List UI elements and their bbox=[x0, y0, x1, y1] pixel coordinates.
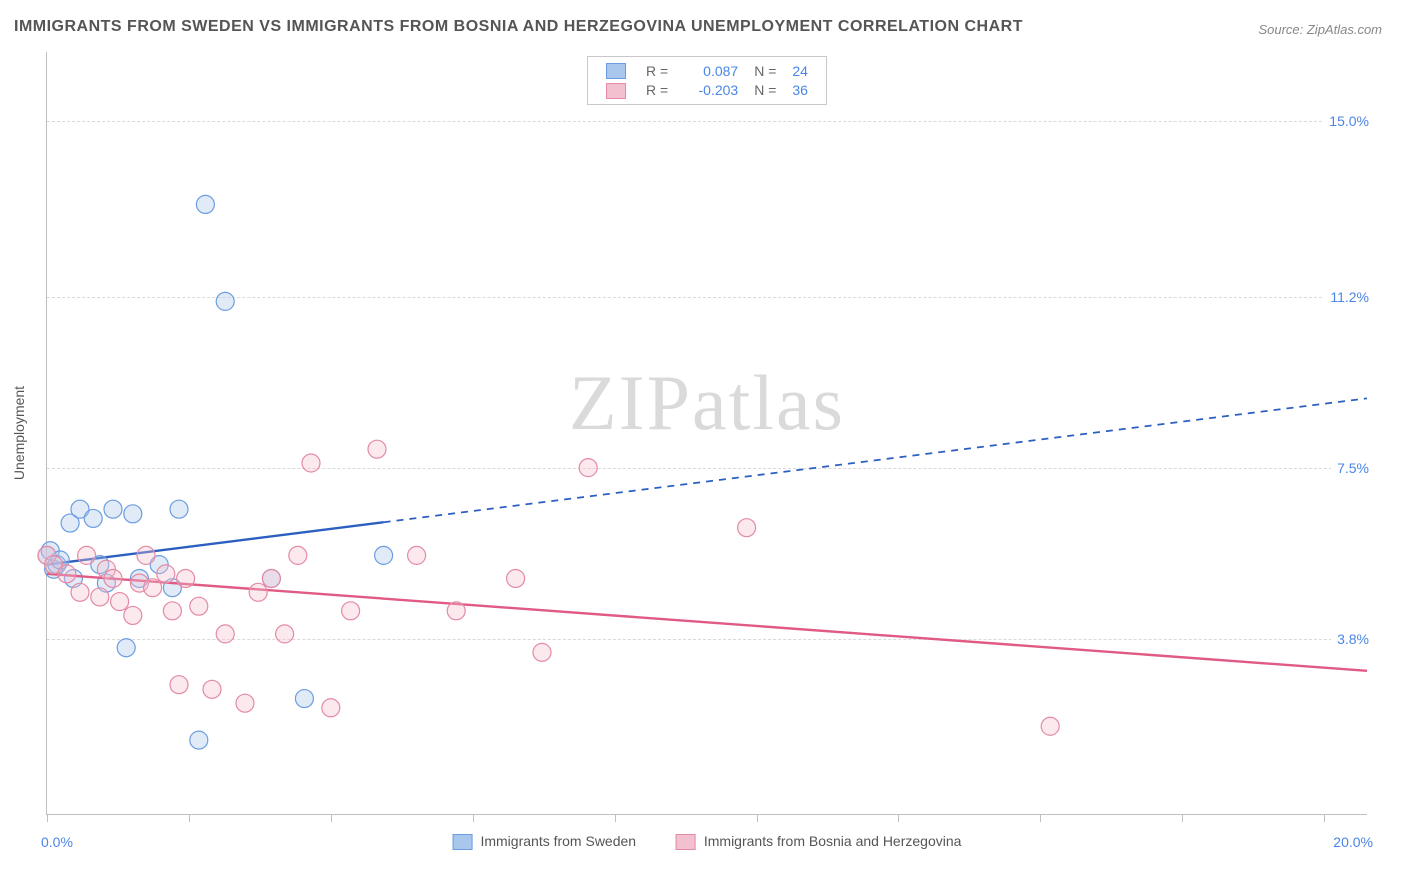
scatter-point bbox=[322, 699, 340, 717]
scatter-point bbox=[104, 500, 122, 518]
scatter-point bbox=[71, 583, 89, 601]
r-label: R = bbox=[638, 61, 676, 80]
scatter-point bbox=[408, 546, 426, 564]
trend-line-solid bbox=[47, 574, 1367, 671]
scatter-point bbox=[170, 676, 188, 694]
plot-area: Unemployment ZIPatlas 3.8%7.5%11.2%15.0%… bbox=[46, 52, 1367, 815]
scatter-point bbox=[216, 292, 234, 310]
legend-item-a: Immigrants from Sweden bbox=[453, 833, 637, 850]
scatter-point bbox=[1041, 717, 1059, 735]
n-label: N = bbox=[746, 80, 784, 99]
r-value-b: -0.203 bbox=[676, 80, 746, 99]
legend-label-b: Immigrants from Bosnia and Herzegovina bbox=[704, 833, 962, 849]
scatter-point bbox=[124, 606, 142, 624]
scatter-point bbox=[196, 195, 214, 213]
legend-row-series-a: R = 0.087 N = 24 bbox=[598, 61, 816, 80]
scatter-point bbox=[190, 597, 208, 615]
trend-line-dashed bbox=[384, 398, 1367, 522]
scatter-point bbox=[177, 569, 195, 587]
legend-label-a: Immigrants from Sweden bbox=[480, 833, 636, 849]
scatter-point bbox=[170, 500, 188, 518]
swatch-series-b bbox=[606, 83, 626, 99]
scatter-point bbox=[507, 569, 525, 587]
scatter-point bbox=[203, 680, 221, 698]
y-axis-title: Unemployment bbox=[11, 386, 27, 480]
scatter-point bbox=[447, 602, 465, 620]
scatter-point bbox=[58, 565, 76, 583]
scatter-point bbox=[533, 643, 551, 661]
x-axis-max-label: 20.0% bbox=[1333, 834, 1373, 850]
correlation-legend: R = 0.087 N = 24 R = -0.203 N = 36 bbox=[587, 56, 827, 105]
scatter-point bbox=[137, 546, 155, 564]
scatter-point bbox=[289, 546, 307, 564]
scatter-point bbox=[117, 639, 135, 657]
scatter-point bbox=[295, 690, 313, 708]
scatter-point bbox=[78, 546, 96, 564]
scatter-point bbox=[262, 569, 280, 587]
n-value-a: 24 bbox=[784, 61, 816, 80]
legend-item-b: Immigrants from Bosnia and Herzegovina bbox=[676, 833, 961, 850]
source-attribution: Source: ZipAtlas.com bbox=[1258, 22, 1382, 37]
scatter-point bbox=[216, 625, 234, 643]
scatter-point bbox=[302, 454, 320, 472]
scatter-point bbox=[124, 505, 142, 523]
scatter-point bbox=[738, 519, 756, 537]
scatter-point bbox=[276, 625, 294, 643]
scatter-point bbox=[163, 602, 181, 620]
scatter-svg bbox=[47, 52, 1367, 814]
scatter-point bbox=[249, 583, 267, 601]
series-legend: Immigrants from Sweden Immigrants from B… bbox=[435, 833, 980, 850]
scatter-point bbox=[236, 694, 254, 712]
n-label: N = bbox=[746, 61, 784, 80]
scatter-point bbox=[157, 565, 175, 583]
scatter-point bbox=[342, 602, 360, 620]
scatter-point bbox=[84, 509, 102, 527]
swatch-series-b bbox=[676, 834, 696, 850]
scatter-point bbox=[579, 459, 597, 477]
chart-title: IMMIGRANTS FROM SWEDEN VS IMMIGRANTS FRO… bbox=[14, 18, 1023, 36]
scatter-point bbox=[104, 569, 122, 587]
scatter-point bbox=[91, 588, 109, 606]
scatter-point bbox=[190, 731, 208, 749]
n-value-b: 36 bbox=[784, 80, 816, 99]
scatter-point bbox=[111, 593, 129, 611]
r-value-a: 0.087 bbox=[676, 61, 746, 80]
scatter-point bbox=[375, 546, 393, 564]
r-label: R = bbox=[638, 80, 676, 99]
legend-row-series-b: R = -0.203 N = 36 bbox=[598, 80, 816, 99]
x-axis-min-label: 0.0% bbox=[41, 834, 73, 850]
scatter-point bbox=[144, 579, 162, 597]
swatch-series-a bbox=[453, 834, 473, 850]
scatter-point bbox=[368, 440, 386, 458]
swatch-series-a bbox=[606, 63, 626, 79]
